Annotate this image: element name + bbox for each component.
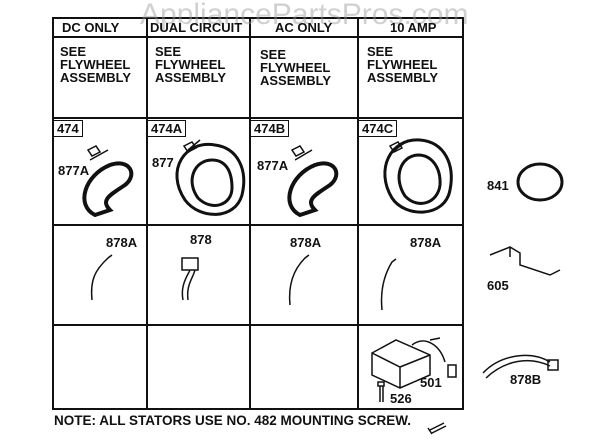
part-label-526[interactable]: 526 (390, 391, 412, 406)
harness-878b-drawing (482, 354, 559, 379)
wire-878a-drawing-2 (288, 254, 310, 306)
parts-grid (52, 17, 464, 410)
watermark: AppliancePartsPros.com (140, 0, 469, 31)
part-label-877a-2[interactable]: 877A (257, 158, 289, 173)
part-label-605[interactable]: 605 (487, 278, 509, 293)
part-label-878[interactable]: 878 (190, 232, 212, 247)
part-label-474c[interactable]: 474C (358, 120, 398, 137)
stator-474-drawing (82, 161, 134, 218)
see-flywheel-note-1: SEE FLYWHEEL ASSEMBLY (60, 44, 132, 85)
part-label-878a-2[interactable]: 878A (290, 235, 322, 250)
part-label-474a[interactable]: 474A (147, 120, 187, 137)
stator-474c-drawing (383, 138, 453, 214)
stator-474b-drawing (287, 161, 339, 218)
see-flywheel-note-2: SEE FLYWHEEL ASSEMBLY (155, 44, 227, 85)
part-label-474b[interactable]: 474B (250, 120, 290, 137)
clamp-841-drawing (516, 162, 564, 202)
header-10-amp: 10 AMP (390, 20, 437, 35)
bracket-605-drawing (489, 246, 561, 276)
part-label-878a[interactable]: 878A (106, 235, 138, 250)
see-flywheel-note-4: SEE FLYWHEEL ASSEMBLY (367, 44, 439, 85)
stator-474a-drawing (175, 142, 246, 216)
part-label-501[interactable]: 501 (420, 375, 442, 390)
see-flywheel-note-3: SEE FLYWHEEL ASSEMBLY (260, 47, 332, 88)
part-label-877[interactable]: 877 (152, 155, 174, 170)
wire-878-drawing (181, 257, 199, 301)
part-label-841[interactable]: 841 (487, 178, 509, 193)
header-ac-only: AC ONLY (275, 20, 333, 35)
part-label-877a[interactable]: 877A (58, 163, 90, 178)
header-dual-circuit: DUAL CIRCUIT (150, 20, 243, 35)
part-label-878a-3[interactable]: 878A (410, 235, 442, 250)
wire-878a-drawing (90, 254, 113, 301)
regulator-501-drawing (371, 339, 431, 389)
mounting-screw-482-drawing (427, 422, 447, 435)
wire-878a-drawing-3 (380, 258, 397, 311)
header-dc-only: DC ONLY (62, 20, 120, 35)
part-label-878b[interactable]: 878B (510, 372, 542, 387)
part-label-474[interactable]: 474 (53, 120, 83, 137)
screw-526-drawing (377, 381, 385, 402)
mounting-screw-note: NOTE: ALL STATORS USE NO. 482 MOUNTING S… (54, 413, 412, 428)
